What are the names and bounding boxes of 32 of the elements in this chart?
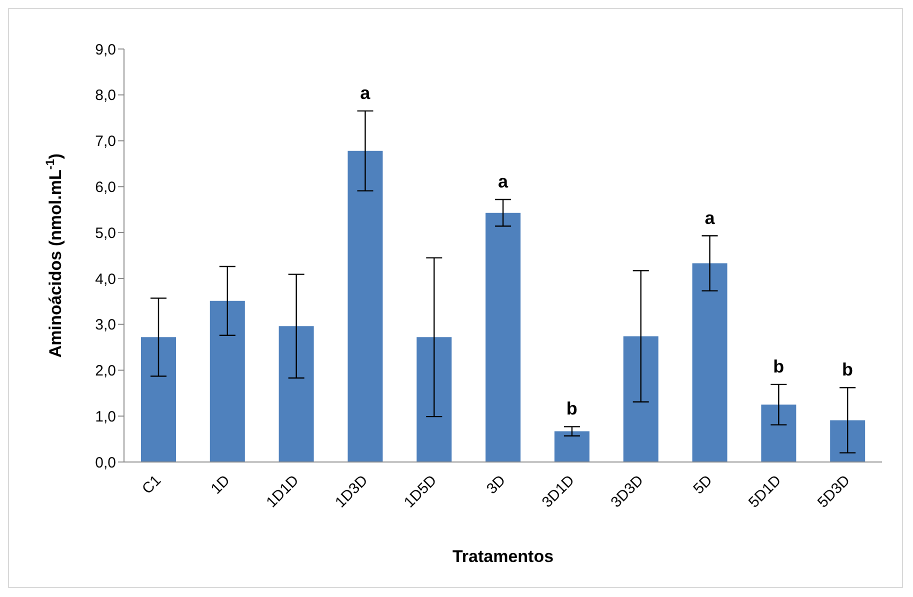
y-tick-label: 3,0 xyxy=(95,316,116,334)
bar xyxy=(141,337,176,462)
bar xyxy=(554,431,590,462)
bar xyxy=(210,300,245,462)
annotation: a xyxy=(704,208,716,228)
x-axis-title: Tratamentos xyxy=(452,547,554,566)
annotation: b xyxy=(842,360,854,380)
bar xyxy=(623,336,658,462)
x-tick-label: 5D xyxy=(690,472,716,498)
bar xyxy=(761,404,796,462)
y-tick-label: 7,0 xyxy=(95,133,116,150)
x-tick-label: 3D xyxy=(483,472,510,498)
bar xyxy=(416,337,452,462)
y-tick-label: 2,0 xyxy=(95,362,116,380)
y-tick-label: 8,0 xyxy=(95,87,116,104)
bar xyxy=(486,212,521,462)
y-tick-label: 4,0 xyxy=(95,270,116,288)
bar xyxy=(278,326,314,462)
annotation: a xyxy=(498,172,509,192)
annotation: b xyxy=(566,398,578,419)
bar xyxy=(830,420,866,462)
y-tick-label: 0,0 xyxy=(95,454,116,472)
x-tick-label: C1 xyxy=(138,472,164,498)
y-tick-label: 9,0 xyxy=(95,41,116,58)
x-tick-label: 1D xyxy=(208,472,234,498)
annotation: b xyxy=(773,356,784,376)
annotation: a xyxy=(360,82,372,103)
bar xyxy=(348,150,383,462)
y-tick-label: 6,0 xyxy=(95,178,116,196)
y-tick-label: 5,0 xyxy=(95,224,116,242)
y-tick-label: 1,0 xyxy=(95,408,116,426)
bar xyxy=(692,263,728,462)
